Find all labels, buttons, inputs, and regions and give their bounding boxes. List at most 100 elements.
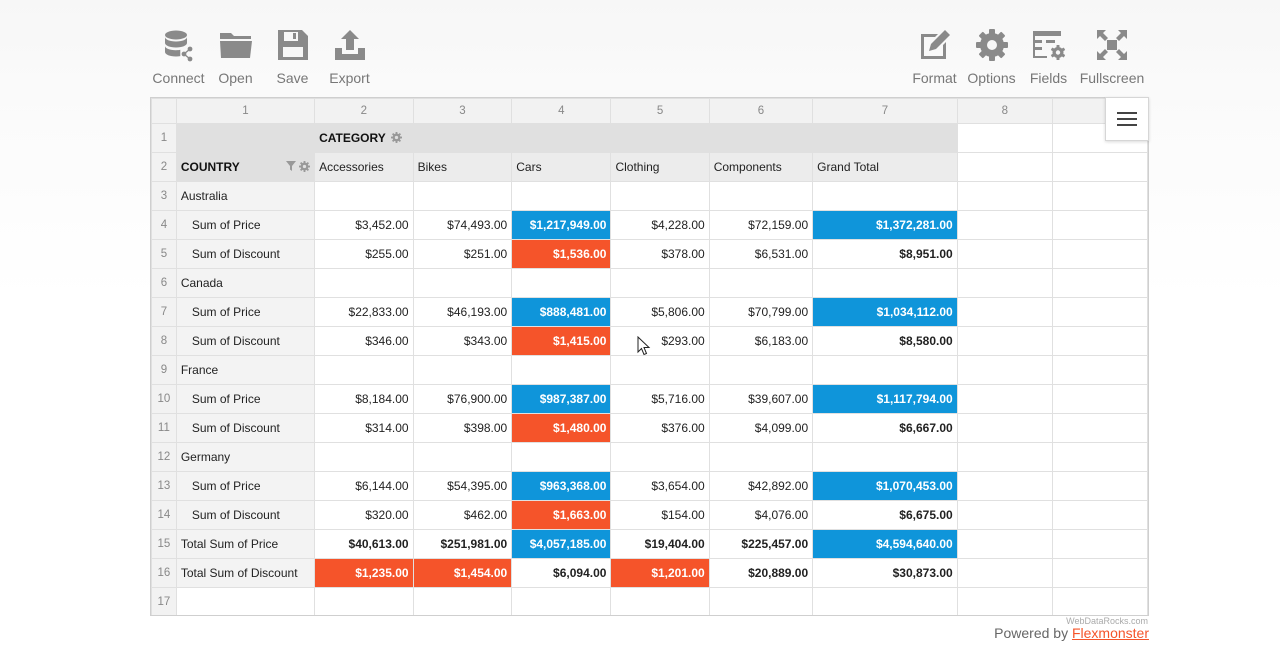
value-cell[interactable]: $4,594,640.00	[812, 529, 958, 559]
column-header-grand-total[interactable]: Grand Total	[812, 152, 958, 182]
value-cell[interactable]: $255.00	[314, 239, 414, 269]
value-cell[interactable]: $46,193.00	[412, 297, 513, 327]
value-cell[interactable]: $154.00	[610, 500, 710, 530]
value-cell[interactable]: $251,981.00	[412, 529, 513, 559]
measure-label[interactable]: Sum of Discount	[175, 239, 316, 269]
column-header-accessories[interactable]: Accessories	[314, 152, 414, 182]
empty-cell[interactable]	[708, 442, 814, 472]
flexmonster-link[interactable]: Flexmonster	[1071, 625, 1149, 641]
empty-cell[interactable]	[812, 181, 958, 211]
value-cell[interactable]: $1,034,112.00	[812, 297, 958, 327]
row-header[interactable]: Canada	[175, 268, 316, 298]
row-header[interactable]: Total Sum of Discount	[175, 558, 316, 588]
fields-button[interactable]: Fields	[1020, 28, 1077, 86]
category-header[interactable]: CATEGORY	[314, 123, 958, 153]
value-cell[interactable]: $1,372,281.00	[812, 210, 958, 240]
empty-cell[interactable]	[708, 355, 814, 385]
country-header[interactable]: COUNTRY	[175, 152, 316, 182]
value-cell[interactable]: $42,892.00	[708, 471, 814, 501]
value-cell[interactable]: $8,951.00	[812, 239, 958, 269]
value-cell[interactable]: $3,654.00	[610, 471, 710, 501]
category-settings-gear-icon[interactable]	[391, 132, 403, 143]
value-cell[interactable]: $314.00	[314, 413, 414, 443]
empty-cell[interactable]	[511, 181, 612, 211]
value-cell[interactable]: $343.00	[412, 326, 513, 356]
value-cell[interactable]: $1,454.00	[412, 558, 513, 588]
empty-cell[interactable]	[610, 268, 710, 298]
value-cell[interactable]: $1,217,949.00	[511, 210, 612, 240]
value-cell[interactable]: $1,117,794.00	[812, 384, 958, 414]
value-cell[interactable]: $8,184.00	[314, 384, 414, 414]
value-cell[interactable]: $293.00	[610, 326, 710, 356]
value-cell[interactable]: $5,806.00	[610, 297, 710, 327]
country-settings-gear-icon[interactable]	[299, 161, 311, 172]
value-cell[interactable]: $6,667.00	[812, 413, 958, 443]
value-cell[interactable]: $6,675.00	[812, 500, 958, 530]
export-button[interactable]: Export	[321, 28, 378, 86]
value-cell[interactable]: $346.00	[314, 326, 414, 356]
value-cell[interactable]: $3,452.00	[314, 210, 414, 240]
format-button[interactable]: Format	[906, 28, 963, 86]
empty-cell[interactable]	[314, 181, 414, 211]
value-cell[interactable]: $4,057,185.00	[511, 529, 612, 559]
value-cell[interactable]: $4,228.00	[610, 210, 710, 240]
value-cell[interactable]: $1,536.00	[511, 239, 612, 269]
save-button[interactable]: Save	[264, 28, 321, 86]
value-cell[interactable]: $1,070,453.00	[812, 471, 958, 501]
empty-cell[interactable]	[511, 442, 612, 472]
empty-cell[interactable]	[314, 442, 414, 472]
pivot-grid[interactable]: 1 2 3 4 5 6 7 8 1 CATEGORY	[150, 97, 1149, 616]
value-cell[interactable]: $6,183.00	[708, 326, 814, 356]
measure-label[interactable]: Sum of Price	[175, 210, 316, 240]
value-cell[interactable]: $376.00	[610, 413, 710, 443]
value-cell[interactable]: $378.00	[610, 239, 710, 269]
value-cell[interactable]: $70,799.00	[708, 297, 814, 327]
row-header[interactable]: France	[175, 355, 316, 385]
empty-cell[interactable]	[412, 268, 513, 298]
measure-label[interactable]: Sum of Price	[175, 471, 316, 501]
column-header-clothing[interactable]: Clothing	[610, 152, 710, 182]
row-header[interactable]: Germany	[175, 442, 316, 472]
value-cell[interactable]: $20,889.00	[708, 558, 814, 588]
value-cell[interactable]: $5,716.00	[610, 384, 710, 414]
value-cell[interactable]: $76,900.00	[412, 384, 513, 414]
empty-cell[interactable]	[812, 268, 958, 298]
column-header-cars[interactable]: Cars	[511, 152, 612, 182]
column-header-bikes[interactable]: Bikes	[412, 152, 513, 182]
empty-cell[interactable]	[812, 355, 958, 385]
empty-cell[interactable]	[812, 442, 958, 472]
value-cell[interactable]: $22,833.00	[314, 297, 414, 327]
fullscreen-button[interactable]: Fullscreen	[1077, 28, 1147, 86]
value-cell[interactable]: $72,159.00	[708, 210, 814, 240]
value-cell[interactable]: $251.00	[412, 239, 513, 269]
filter-icon[interactable]	[286, 161, 297, 171]
value-cell[interactable]: $225,457.00	[708, 529, 814, 559]
measure-label[interactable]: Sum of Price	[175, 384, 316, 414]
value-cell[interactable]: $987,387.00	[511, 384, 612, 414]
empty-cell[interactable]	[412, 442, 513, 472]
empty-cell[interactable]	[314, 268, 414, 298]
empty-cell[interactable]	[412, 181, 513, 211]
connect-button[interactable]: Connect	[150, 28, 207, 86]
value-cell[interactable]: $6,144.00	[314, 471, 414, 501]
value-cell[interactable]: $74,493.00	[412, 210, 513, 240]
options-button[interactable]: Options	[963, 28, 1020, 86]
measure-label[interactable]: Sum of Discount	[175, 326, 316, 356]
value-cell[interactable]: $1,663.00	[511, 500, 612, 530]
empty-cell[interactable]	[610, 355, 710, 385]
value-cell[interactable]: $4,076.00	[708, 500, 814, 530]
value-cell[interactable]: $320.00	[314, 500, 414, 530]
value-cell[interactable]: $54,395.00	[412, 471, 513, 501]
column-header-components[interactable]: Components	[708, 152, 814, 182]
empty-cell[interactable]	[314, 355, 414, 385]
value-cell[interactable]: $8,580.00	[812, 326, 958, 356]
open-button[interactable]: Open	[207, 28, 264, 86]
empty-cell[interactable]	[708, 181, 814, 211]
value-cell[interactable]: $1,235.00	[314, 558, 414, 588]
value-cell[interactable]: $963,368.00	[511, 471, 612, 501]
row-header[interactable]: Total Sum of Price	[175, 529, 316, 559]
empty-cell[interactable]	[412, 355, 513, 385]
value-cell[interactable]: $30,873.00	[812, 558, 958, 588]
row-header[interactable]: Australia	[175, 181, 316, 211]
value-cell[interactable]: $40,613.00	[314, 529, 414, 559]
